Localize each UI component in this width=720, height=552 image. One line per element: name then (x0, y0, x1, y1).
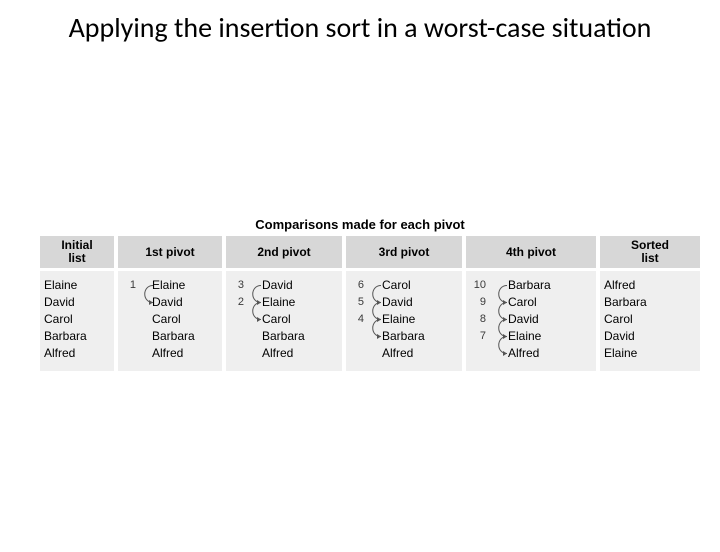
comparison-number: 4 (350, 311, 364, 328)
list-name: David (508, 311, 551, 328)
comparison-number: 6 (350, 277, 364, 294)
header-cell: 1st pivot (118, 236, 222, 268)
list-name: David (152, 294, 195, 311)
list-name: Barbara (382, 328, 425, 345)
pivot-cell: 32 DavidElaineCarolBarbaraAlfred (226, 271, 342, 371)
pivot-name-list: DavidElaineCarolBarbaraAlfred (262, 277, 305, 362)
comparison-numbers: 654 (350, 277, 364, 328)
comparison-numbers: 1 (122, 277, 136, 294)
comparison-number: 7 (470, 328, 486, 345)
list-name: Alfred (604, 277, 696, 294)
sorted-list-cell: AlfredBarbaraCarolDavidElaine (600, 271, 700, 371)
body-row: ElaineDavidCarolBarbaraAlfred1ElaineDavi… (40, 271, 700, 371)
list-name: Carol (262, 311, 305, 328)
header-cell: 3rd pivot (346, 236, 462, 268)
insertion-sort-figure: Comparisons made for each pivot Initiall… (40, 217, 680, 371)
list-name: Carol (508, 294, 551, 311)
list-name: Barbara (262, 328, 305, 345)
comparison-number: 8 (470, 311, 486, 328)
pivot-name-list: CarolDavidElaineBarbaraAlfred (382, 277, 425, 362)
header-cell: 4th pivot (466, 236, 596, 268)
list-name: Elaine (152, 277, 195, 294)
comparison-number: 10 (470, 277, 486, 294)
comparison-number: 1 (122, 277, 136, 294)
comparison-number: 9 (470, 294, 486, 311)
list-name: Carol (152, 311, 195, 328)
pivot-cell: 654 CarolDavidElaineBarbaraAlfred (346, 271, 462, 371)
list-name: Alfred (508, 345, 551, 362)
comparison-grid: Initiallist1st pivot2nd pivot3rd pivot4t… (40, 236, 680, 371)
list-name: Alfred (152, 345, 195, 362)
list-name: Carol (382, 277, 425, 294)
comparison-number: 3 (230, 277, 244, 294)
list-name: Barbara (152, 328, 195, 345)
list-name: Carol (44, 311, 110, 328)
comparison-number: 2 (230, 294, 244, 311)
pivot-name-list: ElaineDavidCarolBarbaraAlfred (152, 277, 195, 362)
figure-caption: Comparisons made for each pivot (40, 217, 680, 232)
header-cell: 2nd pivot (226, 236, 342, 268)
list-name: David (382, 294, 425, 311)
list-name: Elaine (382, 311, 425, 328)
list-name: Barbara (44, 328, 110, 345)
list-name: David (262, 277, 305, 294)
comparison-arrows (368, 277, 382, 362)
list-name: Elaine (508, 328, 551, 345)
list-name: David (44, 294, 110, 311)
list-name: Carol (604, 311, 696, 328)
comparison-arrows (494, 277, 508, 362)
list-name: Barbara (604, 294, 696, 311)
list-name: Barbara (508, 277, 551, 294)
pivot-cell: 10987 BarbaraCarolDavidElaineAlfred (466, 271, 596, 371)
pivot-cell: 1 ElaineDavidCarolBarbaraAlfred (118, 271, 222, 371)
header-cell: Initiallist (40, 236, 114, 268)
list-name: Elaine (262, 294, 305, 311)
comparison-numbers: 10987 (470, 277, 486, 345)
list-name: Alfred (262, 345, 305, 362)
header-row: Initiallist1st pivot2nd pivot3rd pivot4t… (40, 236, 700, 268)
initial-list-cell: ElaineDavidCarolBarbaraAlfred (40, 271, 114, 371)
list-name: Elaine (44, 277, 110, 294)
list-name: Alfred (44, 345, 110, 362)
list-name: Elaine (604, 345, 696, 362)
list-name: David (604, 328, 696, 345)
comparison-numbers: 32 (230, 277, 244, 311)
comparison-arrows (248, 277, 262, 362)
header-cell: Sortedlist (600, 236, 700, 268)
list-name: Alfred (382, 345, 425, 362)
comparison-number: 5 (350, 294, 364, 311)
pivot-name-list: BarbaraCarolDavidElaineAlfred (508, 277, 551, 362)
slide-title: Applying the insertion sort in a worst-c… (60, 12, 660, 44)
